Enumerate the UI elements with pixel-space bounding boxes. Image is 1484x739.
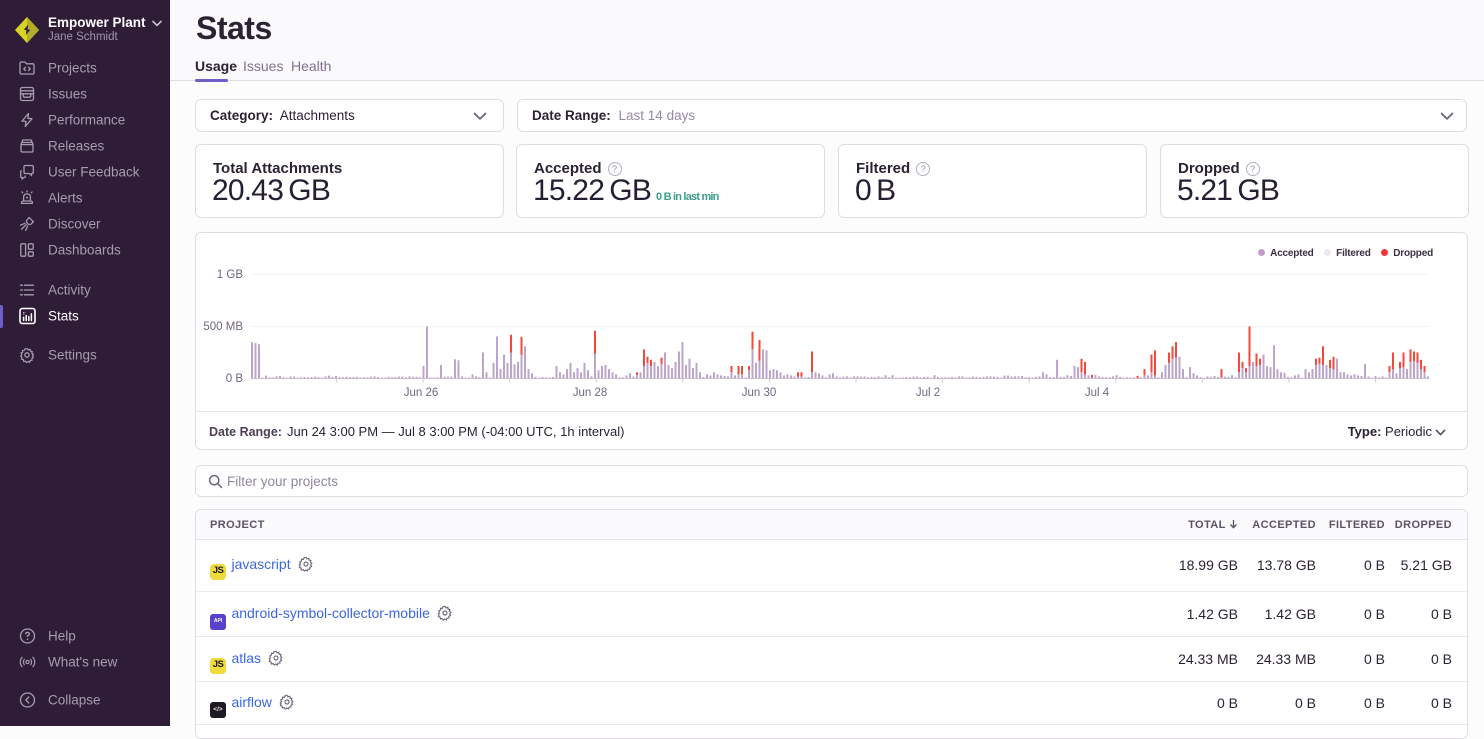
svg-text:0 B: 0 B [226, 373, 244, 385]
svg-text:Jun 28: Jun 28 [573, 387, 608, 399]
svg-text:Jun 26: Jun 26 [404, 387, 439, 399]
svg-text:Jul 2: Jul 2 [916, 387, 940, 399]
svg-text:500 MB: 500 MB [203, 321, 243, 333]
svg-text:Jun 30: Jun 30 [742, 387, 777, 399]
svg-text:Jul 4: Jul 4 [1085, 387, 1110, 399]
svg-text:1 GB: 1 GB [217, 269, 244, 281]
